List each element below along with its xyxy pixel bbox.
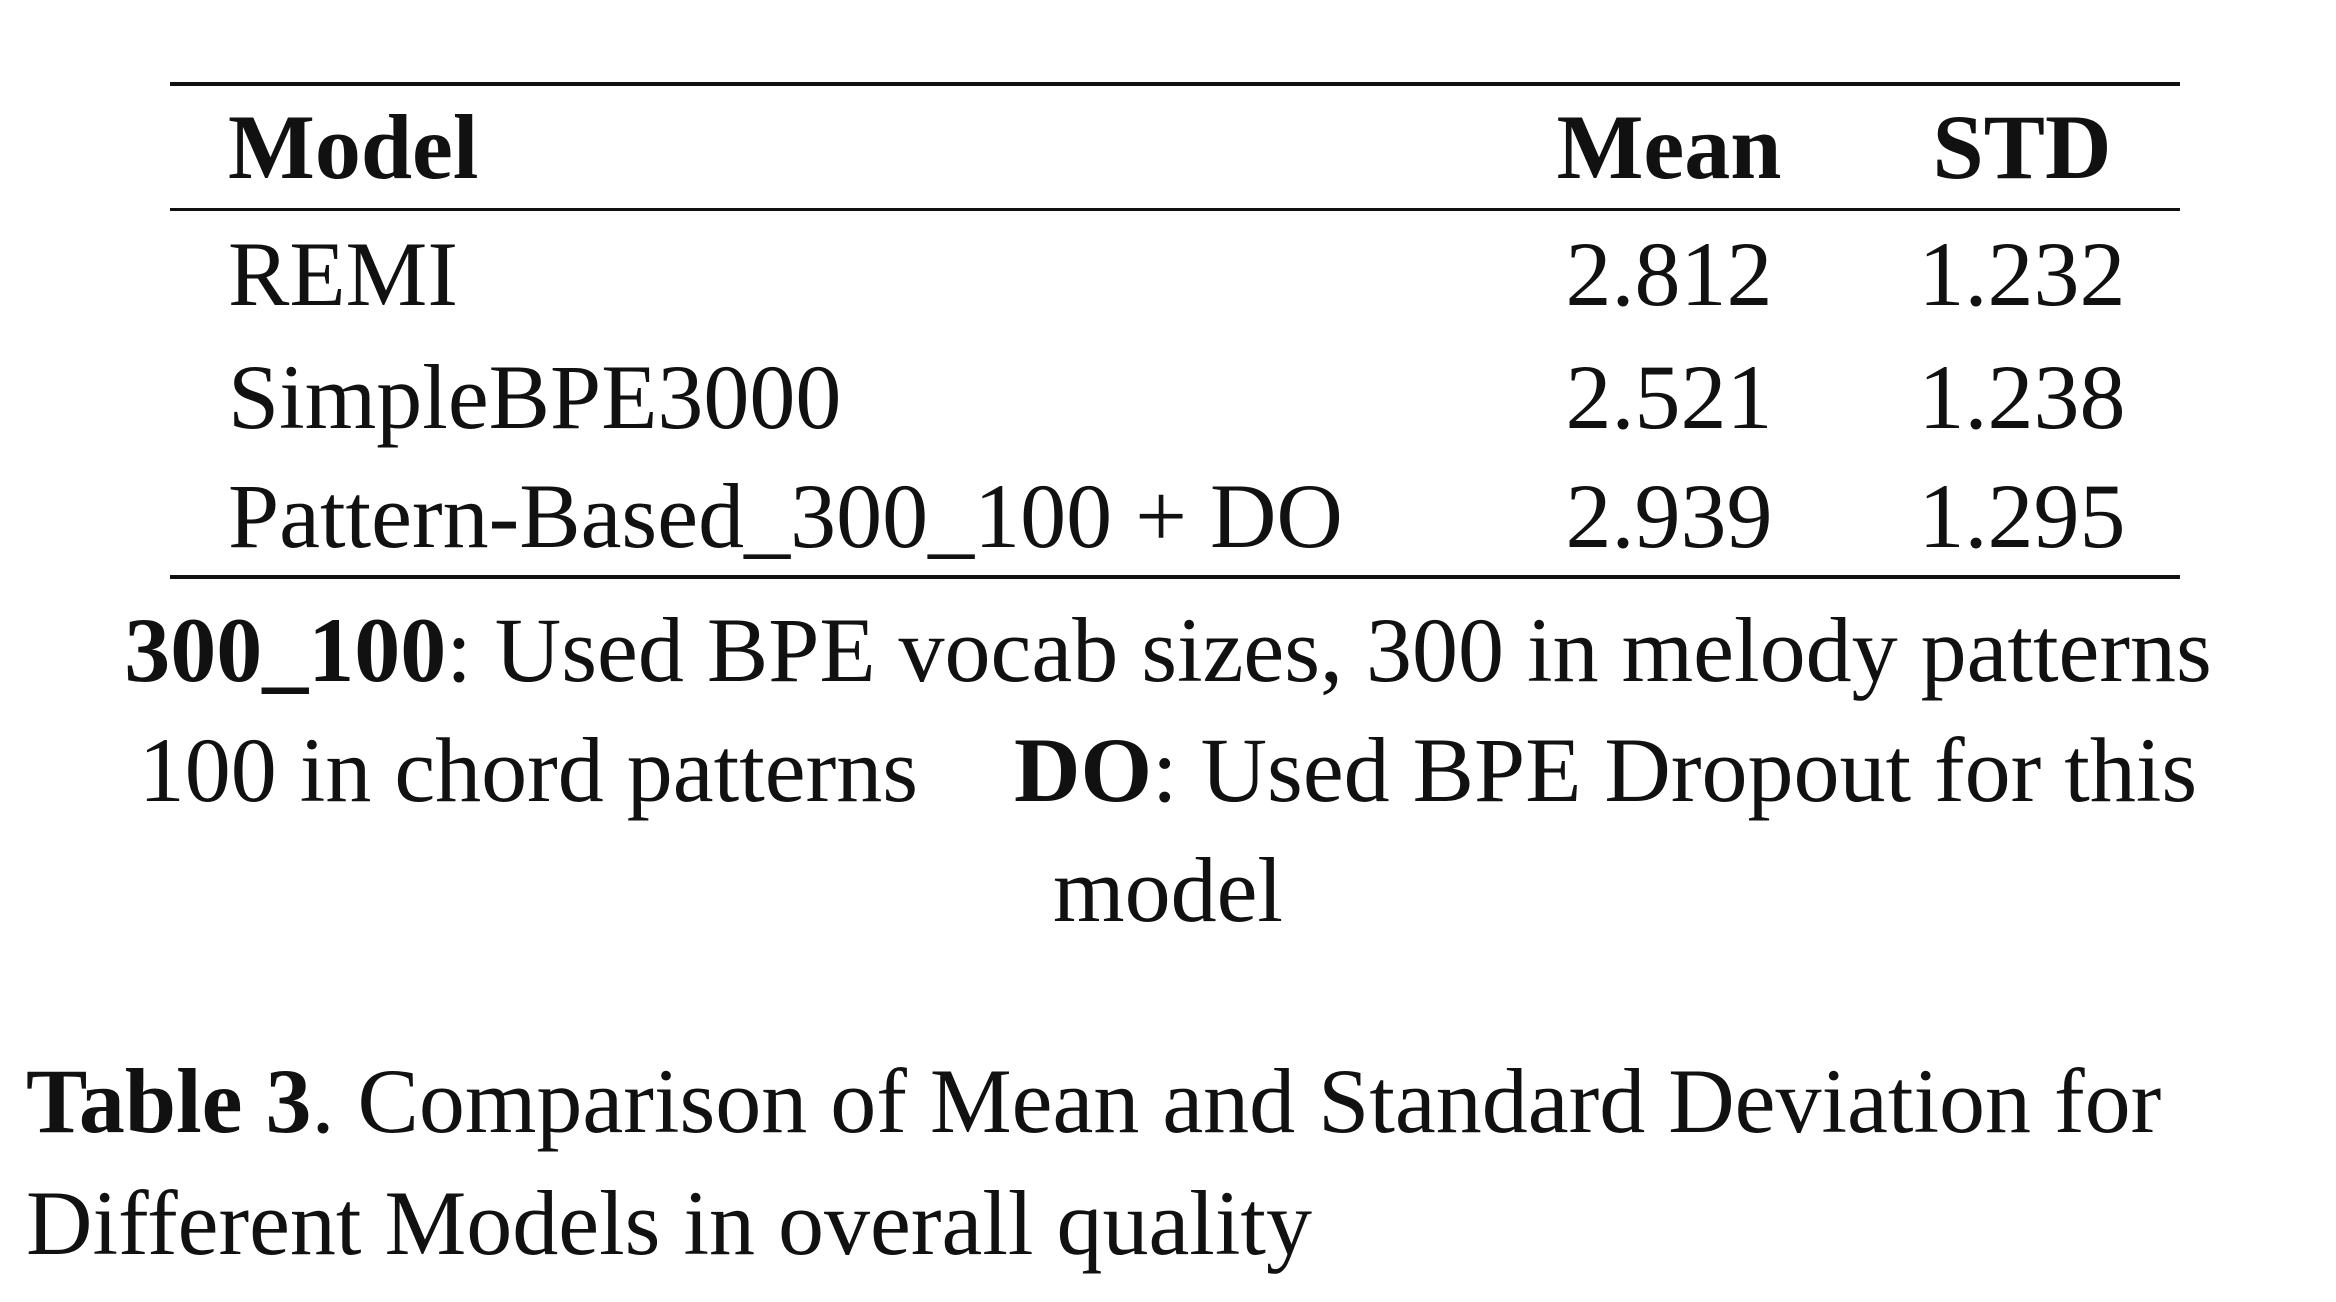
header-std: STD xyxy=(1932,96,2112,198)
cell-std: 1.232 xyxy=(1918,223,2126,325)
table-notes: 300_100: Used BPE vocab sizes, 300 in me… xyxy=(40,590,2296,950)
cell-model: REMI xyxy=(228,223,458,325)
cell-mean: 2.939 xyxy=(1565,465,1773,567)
cell-std: 1.295 xyxy=(1918,465,2126,567)
caption-line-1: Table 3. Comparison of Mean and Standard… xyxy=(26,1040,2326,1162)
note-line-2: 100 in chord patterns DO: Used BPE Dropou… xyxy=(40,710,2296,830)
results-table: Model Mean STD REMI 2.812 1.232 SimpleBP… xyxy=(170,82,2180,579)
cell-mean: 2.812 xyxy=(1565,223,1773,325)
cell-std: 1.238 xyxy=(1918,346,2126,448)
table-caption: Table 3. Comparison of Mean and Standard… xyxy=(26,1040,2326,1284)
table-row: Pattern-Based_300_100 + DO 2.939 1.295 xyxy=(170,457,2180,577)
cell-mean: 2.521 xyxy=(1565,346,1773,448)
note-def-do-cont: model xyxy=(1053,839,1283,941)
caption-line-2: Different Models in overall quality xyxy=(26,1172,1312,1274)
note-term-300-100: 300_100 xyxy=(124,599,447,701)
table-row: SimpleBPE3000 2.521 1.238 xyxy=(170,337,2180,457)
cell-model: Pattern-Based_300_100 + DO xyxy=(228,465,1343,567)
table-header-row: Model Mean STD xyxy=(170,84,2180,210)
note-def-do: : Used BPE Dropout for this xyxy=(1152,719,2198,821)
caption-text: . Comparison of Mean and Standard Deviat… xyxy=(311,1050,2162,1152)
table-row: REMI 2.812 1.232 xyxy=(170,210,2180,338)
note-term-do: DO xyxy=(1014,719,1153,821)
note-def-300-100-cont: 100 in chord patterns xyxy=(138,719,919,821)
note-line-1: 300_100: Used BPE vocab sizes, 300 in me… xyxy=(40,590,2296,710)
header-mean: Mean xyxy=(1556,96,1782,198)
cell-model: SimpleBPE3000 xyxy=(228,346,842,448)
note-def-300-100: : Used BPE vocab sizes, 300 in melody pa… xyxy=(446,599,2212,701)
caption-label: Table 3 xyxy=(26,1050,312,1152)
results-table-container: Model Mean STD REMI 2.812 1.232 SimpleBP… xyxy=(170,82,2180,579)
note-line-3: model xyxy=(40,830,2296,950)
header-model: Model xyxy=(228,96,479,198)
